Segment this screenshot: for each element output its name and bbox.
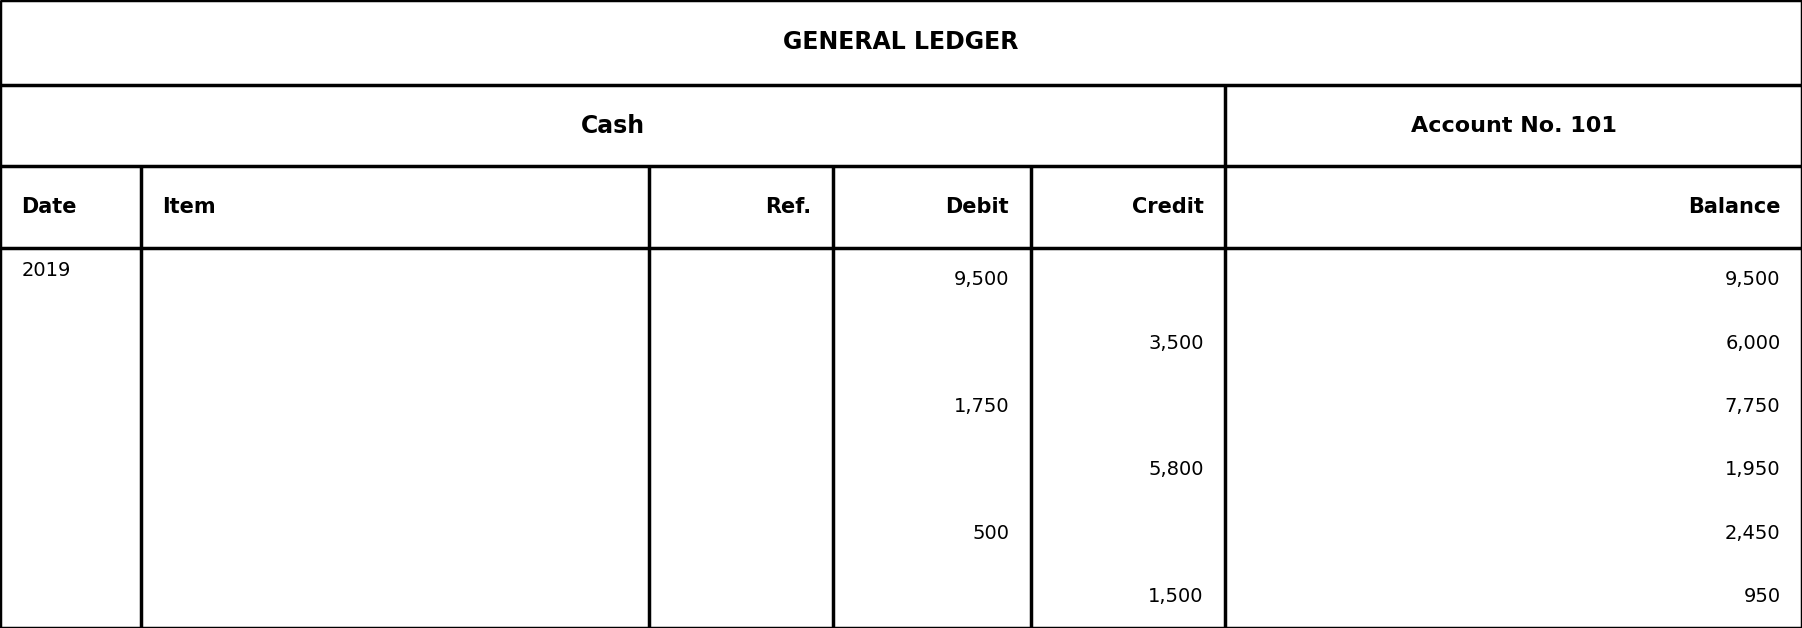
Text: 1,500: 1,500	[1148, 587, 1204, 606]
Text: 500: 500	[971, 524, 1009, 543]
Text: 7,750: 7,750	[1725, 397, 1780, 416]
Text: 1,750: 1,750	[953, 397, 1009, 416]
Text: 9,500: 9,500	[1725, 270, 1780, 290]
Text: Item: Item	[162, 197, 216, 217]
Text: Date: Date	[22, 197, 77, 217]
Text: GENERAL LEDGER: GENERAL LEDGER	[784, 30, 1018, 55]
Text: Balance: Balance	[1688, 197, 1780, 217]
Text: Account No. 101: Account No. 101	[1411, 116, 1616, 136]
Text: 9,500: 9,500	[953, 270, 1009, 290]
Text: 950: 950	[1743, 587, 1780, 606]
Text: 2,450: 2,450	[1725, 524, 1780, 543]
Text: Cash: Cash	[580, 114, 645, 138]
Text: 3,500: 3,500	[1148, 333, 1204, 352]
Text: 1,950: 1,950	[1725, 460, 1780, 479]
Text: Ref.: Ref.	[764, 197, 811, 217]
Text: Credit: Credit	[1132, 197, 1204, 217]
Text: 2019: 2019	[22, 261, 70, 279]
Text: Debit: Debit	[946, 197, 1009, 217]
Text: 6,000: 6,000	[1725, 333, 1780, 352]
Text: 5,800: 5,800	[1148, 460, 1204, 479]
